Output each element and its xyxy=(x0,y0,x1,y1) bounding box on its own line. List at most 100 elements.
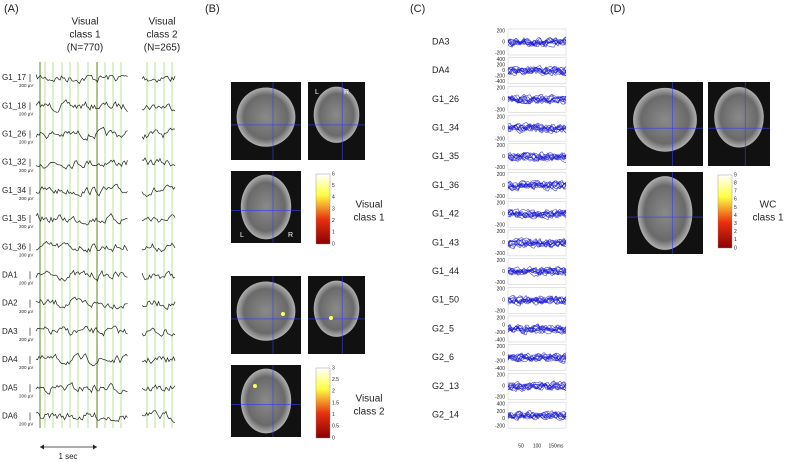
eeg-trace xyxy=(35,296,128,310)
map-title: class 2 xyxy=(353,407,385,418)
colorbar-tick: 4 xyxy=(734,213,737,219)
brain xyxy=(240,174,292,240)
waveform xyxy=(507,179,567,192)
channel-label: G1_35 xyxy=(2,214,27,223)
class-title: class 1 xyxy=(69,30,101,41)
y-tick-label: 0 xyxy=(502,154,505,160)
y-tick-label: 0 xyxy=(502,212,505,218)
y-tick-label: 200 xyxy=(497,63,506,69)
colorbar-tick: 0 xyxy=(734,245,737,251)
eeg-trace xyxy=(141,270,176,281)
scale-label: 200 µV xyxy=(19,196,33,201)
eeg-trace xyxy=(36,240,128,253)
eeg-trace xyxy=(35,325,128,337)
channel-label: DA2 xyxy=(2,299,18,308)
channel-label: DA6 xyxy=(2,412,18,421)
eeg-trace xyxy=(35,126,128,141)
scale-label: 200 µV xyxy=(19,281,33,286)
brain xyxy=(313,86,360,143)
waveform xyxy=(507,96,566,105)
y-tick-label: -400 xyxy=(495,366,505,372)
colorbar-tick: 3 xyxy=(332,206,335,212)
eeg-trace xyxy=(35,212,128,226)
eeg-trace xyxy=(141,384,176,392)
y-tick-label: -200 xyxy=(495,359,505,365)
brain xyxy=(240,368,292,434)
y-tick-label: 200 xyxy=(497,143,506,149)
waveform xyxy=(507,64,567,75)
channel-label: G2_13 xyxy=(432,381,459,391)
colorbar-tick: 1 xyxy=(332,230,335,236)
x-tick-label: 50 xyxy=(518,443,524,449)
eeg-trace xyxy=(141,355,176,364)
eeg-trace xyxy=(35,99,128,113)
waveform xyxy=(508,297,567,305)
scale-label: 200 µV xyxy=(19,252,33,257)
waveform xyxy=(507,267,567,276)
channel-label: G1_36 xyxy=(2,242,27,251)
waveform xyxy=(507,66,567,77)
channel-label: G1_26 xyxy=(2,130,27,139)
waveform xyxy=(507,37,567,48)
channel-label: G1_34 xyxy=(2,186,27,195)
brain xyxy=(714,87,764,148)
y-tick-label: 0 xyxy=(502,269,505,275)
channel-label: G1_42 xyxy=(432,209,459,219)
waveform xyxy=(507,352,567,363)
plot-frame xyxy=(507,86,567,113)
waveform xyxy=(507,67,566,76)
channel-label: G1_36 xyxy=(432,180,459,190)
colorbar-tick: 1 xyxy=(734,237,737,243)
waveform xyxy=(507,382,567,391)
class-count: (N=265) xyxy=(144,43,180,54)
orientation-label: L xyxy=(240,232,244,239)
y-tick-label: 0 xyxy=(502,97,505,103)
waveform xyxy=(507,239,567,247)
waveform xyxy=(507,181,567,190)
y-tick-label: 0 xyxy=(502,298,505,304)
eeg-trace xyxy=(141,127,176,140)
waveform xyxy=(507,265,567,276)
y-tick-label: -200 xyxy=(495,194,505,200)
channel-label: G2_14 xyxy=(432,409,459,419)
channel-label: DA1 xyxy=(2,271,18,280)
y-tick-label: -200 xyxy=(495,50,505,56)
y-tick-label: 0 xyxy=(502,68,505,74)
waveform xyxy=(507,324,567,335)
scale-label: 200 µV xyxy=(19,111,33,116)
class-title: class 2 xyxy=(146,30,178,41)
brain xyxy=(236,87,296,147)
eeg-trace xyxy=(35,381,128,395)
brain xyxy=(633,87,697,152)
y-tick-label: 200 xyxy=(497,28,506,34)
colorbar xyxy=(315,173,331,245)
activation-spot xyxy=(281,312,285,316)
activation-spot xyxy=(329,316,333,320)
waveform xyxy=(507,237,567,248)
colorbar-tick: 7 xyxy=(734,189,737,195)
orientation-label: R xyxy=(288,232,293,239)
y-tick-label: 0 xyxy=(502,125,505,131)
y-tick-label: 0 xyxy=(502,351,505,357)
panel-label: (B) xyxy=(205,3,220,15)
x-tick-label: 100 xyxy=(533,443,542,449)
waveform xyxy=(507,152,567,162)
y-tick-label: -200 xyxy=(495,108,505,114)
y-tick-label: 400 xyxy=(497,401,506,407)
class-title: Visual xyxy=(148,17,175,28)
brain xyxy=(313,280,360,337)
colorbar-tick: 2 xyxy=(332,389,335,395)
y-tick-label: 400 xyxy=(497,57,506,63)
orientation-label: R xyxy=(344,89,349,96)
eeg-trace xyxy=(141,75,176,83)
channel-label: DA5 xyxy=(2,383,18,392)
x-tick-label: 150ms xyxy=(548,443,564,449)
eeg-trace xyxy=(35,159,128,170)
activation-spot xyxy=(253,384,257,388)
map-title: Visual xyxy=(355,394,382,405)
waveform xyxy=(507,295,567,303)
y-tick-label: 200 xyxy=(497,229,506,235)
colorbar xyxy=(315,367,331,439)
y-tick-label: 200 xyxy=(497,409,506,415)
eeg-trace xyxy=(141,157,176,167)
